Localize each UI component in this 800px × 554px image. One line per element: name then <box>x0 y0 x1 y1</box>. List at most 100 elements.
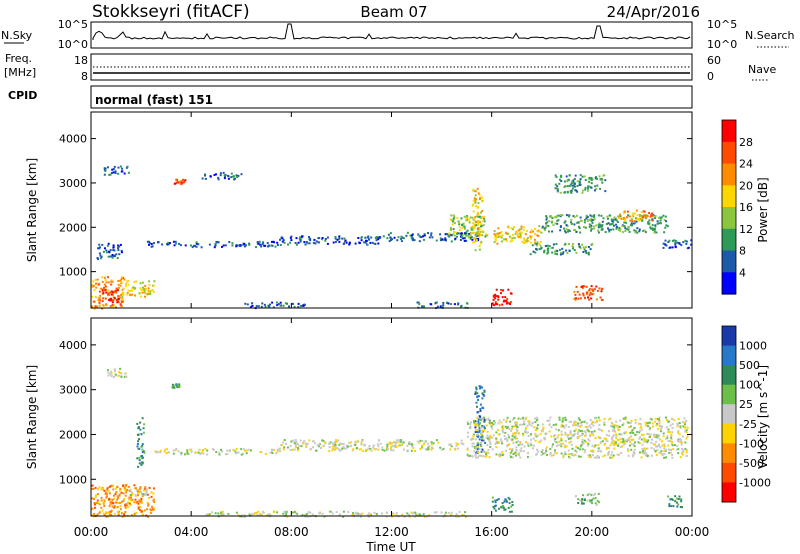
power-cell <box>557 219 560 222</box>
noise-panel-frame <box>90 21 693 49</box>
power-cell <box>376 236 379 239</box>
velocity-cell <box>178 383 181 386</box>
power-cell <box>588 225 591 228</box>
velocity-cell <box>540 439 543 442</box>
velocity-cell <box>586 444 589 447</box>
power-cell <box>636 214 639 217</box>
velocity-cell <box>617 443 620 446</box>
freq-tick-top: 18 <box>74 54 88 67</box>
velocity-cell <box>630 420 633 422</box>
power-cell <box>678 242 681 245</box>
power-cell <box>588 293 591 296</box>
velocity-cell <box>561 419 564 422</box>
velocity-cell <box>235 448 238 450</box>
power-cell <box>563 230 566 232</box>
velocity-cell <box>356 439 359 442</box>
velocity-cell <box>361 450 364 453</box>
velocity-cell <box>666 437 669 440</box>
velocity-cell <box>661 425 664 428</box>
velocity-cell <box>662 435 665 438</box>
velocity-cell <box>501 451 504 453</box>
power-cell <box>517 233 520 235</box>
power-cell <box>112 168 115 170</box>
velocity-cell <box>670 436 673 439</box>
power-cell <box>110 279 113 282</box>
velocity-cell <box>469 454 471 457</box>
velocity-cell <box>675 497 678 500</box>
power-colorbar-swatch <box>722 207 736 230</box>
velocity-cell <box>668 448 670 451</box>
power-cell <box>251 304 254 307</box>
power-cell <box>500 236 503 239</box>
power-cell <box>107 293 110 296</box>
power-cell <box>117 298 120 300</box>
power-cell <box>648 219 651 222</box>
velocity-cell <box>331 447 334 450</box>
velocity-cell <box>334 445 337 448</box>
velocity-cell <box>479 387 481 390</box>
velocity-cell <box>478 448 481 451</box>
velocity-cell <box>558 418 561 421</box>
velocity-cell <box>583 430 586 433</box>
power-cell <box>545 215 548 218</box>
velocity-cell <box>100 506 103 509</box>
velocity-cell <box>394 443 397 446</box>
power-cell <box>686 247 689 250</box>
power-cell <box>184 244 187 247</box>
power-cell <box>338 236 341 239</box>
velocity-cell <box>480 450 483 453</box>
power-cell <box>554 252 557 255</box>
velocity-cell <box>98 503 101 506</box>
velocity-cell <box>331 442 334 445</box>
velocity-cell <box>665 437 668 440</box>
velocity-cell <box>307 511 310 514</box>
power-cell <box>190 244 192 247</box>
velocity-cell <box>573 423 576 426</box>
velocity-cell <box>622 440 625 442</box>
velocity-cell <box>107 374 110 377</box>
power-cell <box>641 214 644 217</box>
velocity-cell <box>563 419 566 421</box>
power-cell <box>103 276 106 279</box>
velocity-cell <box>202 452 205 455</box>
power-cell <box>485 233 487 236</box>
power-cell <box>127 280 130 282</box>
velocity-cell <box>391 515 393 518</box>
power-cell <box>526 239 529 242</box>
velocity-cell <box>481 392 484 395</box>
velocity-cell <box>515 423 518 426</box>
velocity-cell <box>591 444 594 447</box>
velocity-cell <box>129 499 132 502</box>
velocity-cell <box>113 505 116 507</box>
power-cell <box>153 280 156 283</box>
velocity-cell <box>125 503 128 506</box>
time-tick-label: 00:00 <box>74 525 109 539</box>
velocity-cell <box>105 493 108 496</box>
power-cell <box>106 244 109 247</box>
power-cell <box>586 220 589 223</box>
velocity-cell <box>427 446 430 449</box>
velocity-cell <box>594 421 597 424</box>
velocity-colorbar-swatch <box>722 365 736 386</box>
velocity-cell <box>480 419 483 422</box>
velocity-cell <box>117 510 119 513</box>
power-cell <box>591 288 594 291</box>
power-cell <box>666 225 669 228</box>
power-cell <box>451 223 454 226</box>
velocity-cell <box>681 435 684 438</box>
power-cell <box>119 293 122 296</box>
power-cell <box>430 234 433 237</box>
velocity-cell <box>574 449 577 452</box>
power-cell <box>150 243 153 245</box>
velocity-cell <box>474 426 477 429</box>
velocity-cell <box>391 442 393 445</box>
velocity-cell <box>272 510 275 513</box>
power-cell <box>587 185 590 188</box>
velocity-cell <box>316 444 319 447</box>
velocity-cell <box>112 484 115 487</box>
velocity-cell <box>670 438 673 441</box>
velocity-cell <box>676 440 679 443</box>
velocity-colorbar-swatch <box>722 443 736 464</box>
power-cell <box>472 188 475 191</box>
velocity-cell <box>680 439 683 441</box>
